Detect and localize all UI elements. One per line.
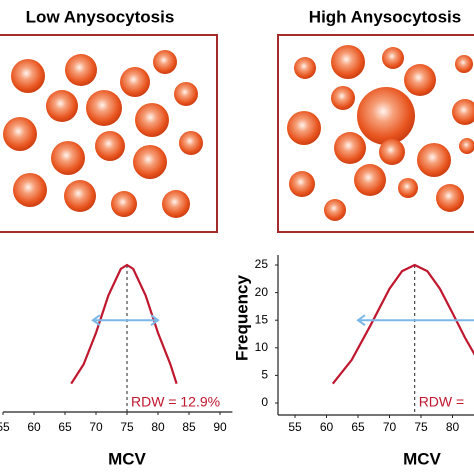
- cell-box: [277, 34, 474, 233]
- frequency-curve: [70, 263, 178, 385]
- arrow-head: [150, 314, 160, 327]
- y-tick-label: 25: [255, 257, 269, 271]
- rdw-label: RDW = 12.9%: [131, 394, 220, 410]
- y-tick-label: 10: [255, 340, 269, 354]
- x-tick-label: 75: [414, 420, 428, 434]
- arrow-head: [91, 314, 101, 327]
- x-tick-label: 90: [213, 420, 227, 434]
- x-tick-label: 60: [320, 420, 334, 434]
- x-tick-label: 80: [151, 420, 165, 434]
- y-tick-label: 0: [261, 395, 268, 409]
- x-tick-label: 85: [182, 420, 196, 434]
- cells-high: [287, 45, 474, 221]
- x-tick-label: 70: [89, 420, 103, 434]
- rdw-label: RDW =: [419, 394, 465, 410]
- frequency-curve: [331, 263, 474, 385]
- panel-title: High Anysocytosis: [309, 7, 461, 26]
- x-tick-label: 60: [27, 420, 41, 434]
- x-tick-label: 55: [288, 420, 302, 434]
- x-axis-label: MCV: [108, 449, 146, 468]
- x-tick-label: 75: [120, 420, 134, 434]
- cells-low: [3, 50, 203, 218]
- x-tick-label: 70: [383, 420, 397, 434]
- x-tick-label: 55: [0, 420, 10, 434]
- arrow-head: [356, 314, 366, 327]
- x-axis-label: MCV: [403, 449, 441, 468]
- y-tick-label: 15: [255, 312, 269, 326]
- y-tick-label: 5: [261, 368, 268, 382]
- cell-box: [0, 34, 218, 233]
- x-tick-label: 65: [58, 420, 72, 434]
- x-tick-label: 80: [446, 420, 460, 434]
- y-axis-label: Frequency: [232, 274, 251, 361]
- y-tick-label: 20: [255, 285, 269, 299]
- x-tick-label: 65: [351, 420, 365, 434]
- panel-title: Low Anysocytosis: [26, 7, 175, 26]
